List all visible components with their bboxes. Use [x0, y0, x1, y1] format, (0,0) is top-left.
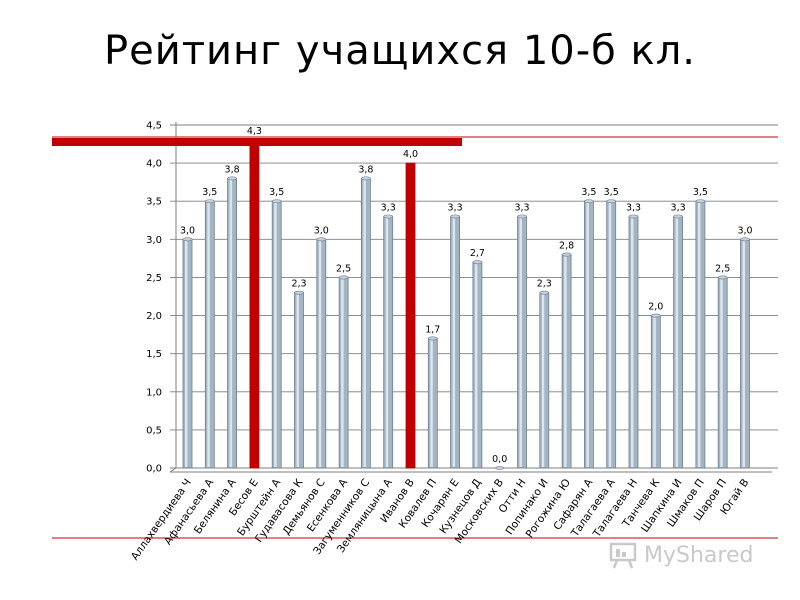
y-tick-label: 0,5: [146, 425, 162, 436]
value-label: 2,7: [470, 248, 485, 259]
value-label: 3,5: [269, 187, 284, 198]
bar-highlight: [519, 217, 522, 467]
value-label: 2,5: [336, 263, 351, 274]
bar-cap: [606, 199, 617, 204]
slide-decoration: [52, 136, 778, 539]
bar-cap: [740, 237, 750, 242]
bar-highlight: [296, 293, 299, 467]
bar-highlight: [430, 339, 433, 467]
bar-highlight: [675, 217, 679, 467]
value-label: 3,8: [358, 164, 373, 175]
bar-highlight: [564, 255, 567, 467]
value-label: 4,0: [403, 149, 418, 160]
myshared-logo: MyShared: [608, 538, 768, 572]
bar-cap: [338, 275, 349, 280]
bar-cap: [695, 199, 706, 204]
bar-cap: [584, 199, 594, 204]
bar-highlight: [631, 217, 634, 467]
value-label: 3,0: [180, 225, 195, 236]
bar-highlight: [742, 240, 745, 467]
y-tick-label: 3,0: [146, 235, 162, 246]
value-label: 2,0: [648, 302, 663, 313]
highlight-overlay: [52, 138, 462, 468]
bar-cap: [472, 260, 483, 265]
value-labels: 3,0 3,5 3,8 4,3 3,5 2,3 3,0 2,5 3,8 3,3 4,0 1,7 3,3 2…: [180, 126, 753, 465]
bar-highlight: [385, 217, 389, 467]
value-label: 2,3: [291, 279, 306, 290]
value-label: 2,8: [559, 241, 574, 252]
y-axis: 0,0 0,5 1,0 1,5 2,0 2,5 3,0 3,5 4,0 4,5: [146, 121, 772, 475]
value-label: 3,3: [626, 202, 641, 213]
value-label: 3,0: [737, 225, 752, 236]
y-tick-label: 4,0: [146, 159, 162, 170]
value-label: 3,5: [604, 187, 619, 198]
value-label: 3,5: [693, 187, 708, 198]
value-label: 3,5: [581, 187, 596, 198]
bar-cap: [650, 313, 661, 318]
highlighted-bar: [249, 140, 259, 468]
value-label: 3,3: [381, 202, 396, 213]
value-label: 1,7: [425, 324, 440, 335]
value-label: 3,0: [314, 225, 329, 236]
bar-cap: [271, 199, 282, 204]
value-label: 2,3: [537, 279, 552, 290]
bar-cap: [182, 237, 193, 242]
bar-highlight: [185, 240, 188, 467]
bar-cap: [383, 214, 394, 219]
bar-highlight: [207, 202, 210, 467]
value-label: 4,3: [247, 126, 262, 137]
bar-cap: [517, 214, 527, 219]
y-tick-label: 1,0: [146, 387, 162, 398]
bar-highlight: [720, 278, 723, 467]
bar-highlight: [341, 278, 344, 467]
bar-highlight: [229, 179, 233, 467]
axis-corner: [169, 467, 177, 473]
bar-highlight: [452, 217, 456, 467]
bar-highlight: [541, 293, 545, 467]
value-label: 3,5: [202, 187, 217, 198]
bar-highlight: [363, 179, 366, 467]
highlighted-bar: [406, 163, 415, 468]
bar-highlight: [586, 202, 589, 467]
bar-highlight: [608, 202, 612, 467]
value-label: 2,5: [715, 263, 730, 274]
bar-cap: [717, 275, 728, 280]
bar-cap: [205, 199, 215, 204]
y-tick-label: 0,0: [146, 464, 162, 475]
bar-cap: [316, 237, 327, 242]
bar-highlight: [697, 202, 701, 467]
bar-cap: [561, 252, 572, 257]
bar-cap: [539, 290, 550, 295]
y-tick-label: 2,5: [146, 273, 162, 284]
y-tick-label: 3,5: [146, 197, 162, 208]
bar-highlight: [274, 202, 277, 467]
y-tick-label: 2,0: [146, 311, 162, 322]
bar-cap: [427, 336, 438, 341]
bar-cap: [227, 176, 237, 181]
y-tick-label: 1,5: [146, 349, 162, 360]
value-label: 3,3: [514, 202, 529, 213]
bar-cap: [628, 214, 639, 219]
bar-cap: [450, 214, 460, 219]
logo-text: MyShared: [644, 542, 754, 568]
bar-highlight: [474, 263, 478, 467]
chart-bars: [182, 139, 750, 470]
bar-highlight: [318, 240, 322, 467]
slide-title: Рейтинг учащихся 10-б кл.: [104, 28, 696, 74]
bar: [495, 466, 505, 470]
bar-cap: [361, 176, 371, 181]
bar-cap: [673, 214, 683, 219]
bar-highlight: [653, 316, 656, 467]
y-tick-label: 4,5: [146, 121, 162, 132]
value-label: 3,8: [225, 164, 240, 175]
value-label: 0,0: [492, 454, 507, 465]
value-label: 3,3: [448, 202, 463, 213]
value-label: 3,3: [671, 202, 686, 213]
presentation-board-icon: [609, 542, 637, 569]
bar-cap: [294, 290, 304, 295]
